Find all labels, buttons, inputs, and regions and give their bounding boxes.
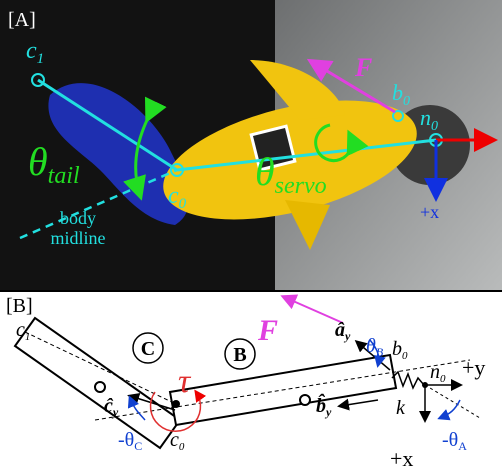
- panel-label: [B]: [6, 295, 33, 317]
- label-plus-x: +x: [390, 446, 413, 471]
- label-plus-y: +y: [462, 355, 485, 380]
- label-force: F: [257, 314, 278, 347]
- panel-a: [A] c1 F b0 n0 θtail θservo c0 +x body m…: [0, 0, 502, 290]
- spring: [392, 372, 424, 388]
- label-spring: k: [396, 397, 406, 419]
- label-body-b: B: [233, 344, 246, 366]
- label-body-c: C: [141, 338, 155, 360]
- b-y-arrow: [340, 400, 378, 406]
- label-c0: c0: [170, 429, 185, 453]
- theta-a-arc: [440, 400, 460, 418]
- label-a-y: ây: [335, 319, 351, 343]
- midline-label: midline: [51, 228, 106, 248]
- com-b: [300, 395, 310, 405]
- label-c1: c1: [16, 319, 30, 343]
- label-plus-x: +x: [420, 202, 439, 222]
- label-force: F: [354, 53, 372, 82]
- label-tau: τ: [178, 363, 192, 400]
- world-axis: [425, 385, 480, 418]
- joint-c0: [172, 400, 180, 408]
- label-theta-a: -θA: [442, 429, 467, 453]
- figure: [A] c1 F b0 n0 θtail θservo c0 +x body m…: [0, 0, 502, 472]
- label-b0: b0: [392, 338, 408, 362]
- midline-label: body: [60, 208, 96, 228]
- label-theta-b: θB: [366, 335, 384, 359]
- panel-label: [A]: [8, 9, 36, 31]
- com-c: [95, 382, 105, 392]
- panel-b: [B] c1 C B F ây θB b0 τ ĉy b̂y k n0 +y +…: [0, 291, 502, 471]
